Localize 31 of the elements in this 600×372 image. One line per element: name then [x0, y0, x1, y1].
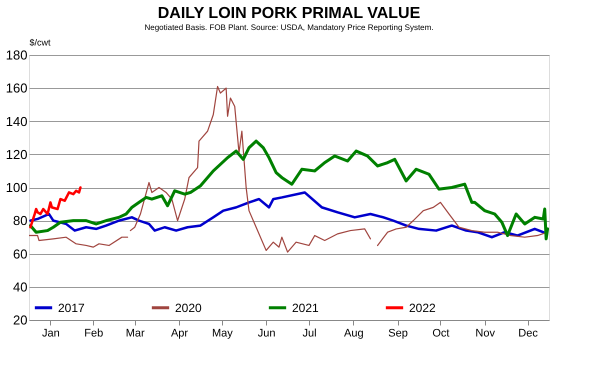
y-tick-label: 40 — [13, 279, 28, 294]
x-tick-label: Jan — [42, 328, 60, 340]
legend-label: 2017 — [58, 300, 86, 315]
x-tick-label: Jun — [258, 328, 276, 340]
x-tick-label: Oct — [432, 328, 450, 340]
y-tick-label: 120 — [6, 146, 28, 162]
y-tick-label: 180 — [6, 48, 28, 62]
line-series — [29, 140, 549, 240]
x-tick-label: Dec — [518, 328, 538, 340]
legend-label: 2022 — [409, 300, 436, 315]
x-tick-label: Feb — [84, 328, 104, 340]
chart-subtitle: Negotiated Basis. FOB Plant. Source: USDA, Mandatory Price Reporting System. — [144, 23, 434, 32]
x-tick-label: Aug — [344, 328, 364, 340]
x-tick-label: Jul — [302, 328, 317, 340]
x-tick-label: Mar — [126, 328, 146, 340]
x-tick-label: May — [212, 328, 234, 340]
x-tick-label: Apr — [170, 328, 188, 340]
y-tick-label: 100 — [6, 180, 28, 195]
y-axis-title: $/cwt — [30, 38, 52, 48]
y-tick-label: 140 — [6, 114, 28, 129]
y-tick-label: 80 — [13, 213, 28, 228]
line-series — [29, 186, 82, 228]
y-tick-label: 160 — [6, 80, 28, 96]
y-tick-label: 20 — [13, 312, 28, 328]
x-tick-label: Nov — [475, 328, 496, 340]
line-series — [29, 191, 545, 238]
legend-label: 2020 — [175, 300, 202, 315]
chart-title: DAILY LOIN PORK PRIMAL VALUE — [158, 5, 421, 22]
legend-label: 2021 — [292, 300, 320, 315]
x-tick-label: Sep — [388, 328, 408, 340]
y-tick-label: 60 — [13, 246, 28, 262]
